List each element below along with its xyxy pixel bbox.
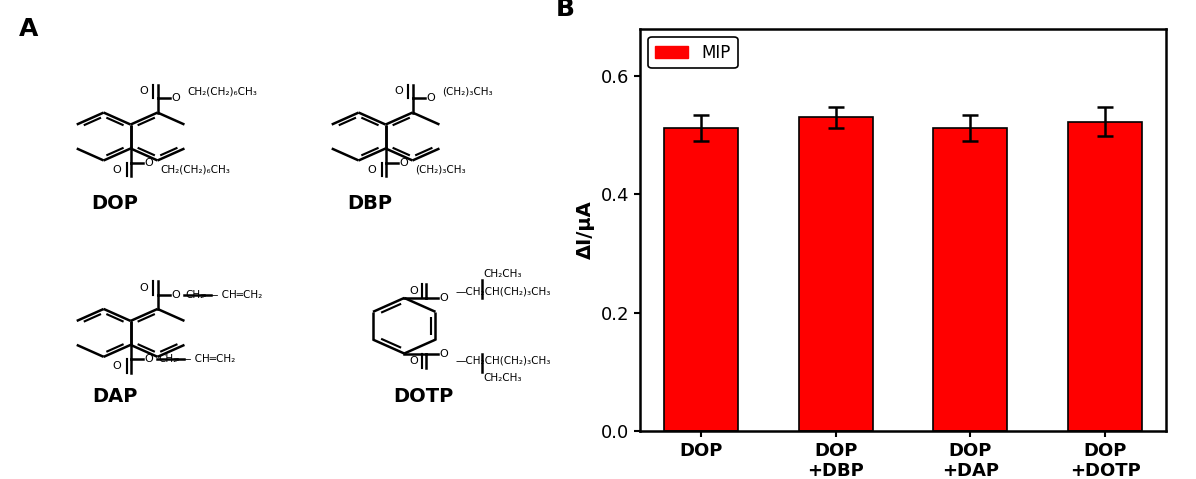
Text: CH₂(CH₂)₆CH₃: CH₂(CH₂)₆CH₃ — [188, 86, 257, 96]
Y-axis label: ΔI/μA: ΔI/μA — [576, 201, 596, 259]
Text: — CH═CH₂: — CH═CH₂ — [208, 290, 262, 299]
Bar — [933, 128, 1007, 431]
Bar — [664, 127, 738, 431]
Text: —CH₂CH(CH₂)₃CH₃: —CH₂CH(CH₂)₃CH₃ — [456, 286, 551, 296]
Text: O: O — [112, 361, 121, 371]
Text: DAP: DAP — [92, 387, 138, 406]
Text: CH₂: CH₂ — [158, 354, 177, 364]
Text: O: O — [171, 93, 179, 103]
Text: A: A — [19, 17, 38, 41]
Text: O: O — [409, 286, 417, 296]
Text: O: O — [140, 283, 148, 293]
Text: — CH═CH₂: — CH═CH₂ — [181, 354, 236, 364]
Text: CH₂: CH₂ — [185, 290, 205, 299]
Text: (CH₂)₃CH₃: (CH₂)₃CH₃ — [443, 86, 493, 96]
Text: O: O — [409, 356, 417, 365]
Legend: MIP: MIP — [648, 37, 738, 68]
Bar — [799, 117, 873, 431]
Text: O: O — [395, 87, 403, 96]
Text: O: O — [399, 158, 408, 168]
Text: O: O — [440, 293, 448, 303]
Text: O: O — [145, 158, 153, 168]
Bar — [1068, 122, 1142, 431]
Text: DOP: DOP — [92, 194, 139, 213]
Text: O: O — [426, 93, 435, 103]
Text: DOTP: DOTP — [392, 387, 453, 406]
Text: CH₂CH₃: CH₂CH₃ — [484, 373, 523, 383]
Text: O: O — [112, 165, 121, 174]
Text: (CH₂)₃CH₃: (CH₂)₃CH₃ — [415, 165, 466, 175]
Text: O: O — [367, 165, 377, 174]
Text: CH₂(CH₂)₆CH₃: CH₂(CH₂)₆CH₃ — [160, 165, 231, 175]
Text: —CH₂CH(CH₂)₃CH₃: —CH₂CH(CH₂)₃CH₃ — [456, 355, 551, 365]
Text: O: O — [171, 290, 179, 299]
Text: B: B — [556, 0, 574, 21]
Text: O: O — [440, 349, 448, 358]
Text: O: O — [145, 354, 153, 364]
Text: CH₂CH₃: CH₂CH₃ — [484, 269, 523, 279]
Text: O: O — [140, 87, 148, 96]
Text: DBP: DBP — [348, 194, 392, 213]
